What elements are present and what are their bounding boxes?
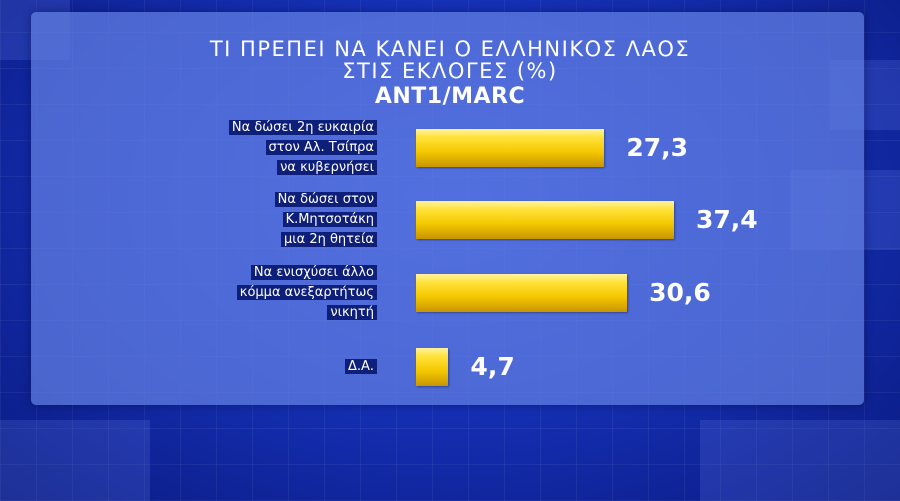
chart-title-line-1: ΤΙ ΠΡΕΠΕΙ ΝΑ ΚΑΝΕΙ Ο ΕΛΛΗΝΙΚΟΣ ΛΑΟΣ bbox=[209, 37, 691, 61]
chart-subtitle: ANT1/MARC bbox=[374, 84, 526, 109]
background-tile bbox=[700, 420, 900, 501]
bar bbox=[416, 129, 605, 167]
category-label-line: κόμμα ανεξαρτήτως bbox=[236, 285, 377, 300]
bar bbox=[416, 274, 628, 312]
bar-value-label: 27,3 bbox=[626, 133, 688, 162]
category-label-line: μια 2η θητεία bbox=[280, 232, 377, 247]
category-label-line: Δ.Α. bbox=[344, 359, 377, 374]
bar-value-label: 30,6 bbox=[649, 278, 711, 307]
bar bbox=[416, 201, 674, 239]
bar bbox=[416, 348, 449, 386]
category-label: Να ενισχύσει άλλο κόμμα ανεξαρτήτως νικητή bbox=[236, 263, 377, 323]
category-label-line: να κυβερνήσει bbox=[277, 160, 377, 175]
bar-value-label: 4,7 bbox=[470, 352, 515, 381]
category-label-line: στον Αλ. Τσίπρα bbox=[265, 140, 377, 155]
category-label-line: Κ.Μητσοτάκη bbox=[282, 212, 377, 227]
category-label-line: Να δώσει στον bbox=[274, 192, 377, 207]
category-label-line: Να ενισχύσει άλλο bbox=[250, 265, 377, 280]
background-tile bbox=[0, 420, 150, 501]
category-label-line: νικητή bbox=[327, 305, 377, 320]
category-label: Δ.Α. bbox=[344, 357, 377, 377]
category-label: Να δώσει 2η ευκαιρία στον Αλ. Τσίπρα να κυ… bbox=[228, 118, 377, 178]
category-label-line: Να δώσει 2η ευκαιρία bbox=[228, 120, 377, 135]
chart-title-line-2: ΣΤΙΣ ΕΚΛΟΓΕΣ (%) bbox=[342, 59, 558, 83]
category-label: Να δώσει στον Κ.Μητσοτάκη μια 2η θητεία bbox=[274, 190, 377, 250]
bar-value-label: 37,4 bbox=[696, 205, 758, 234]
